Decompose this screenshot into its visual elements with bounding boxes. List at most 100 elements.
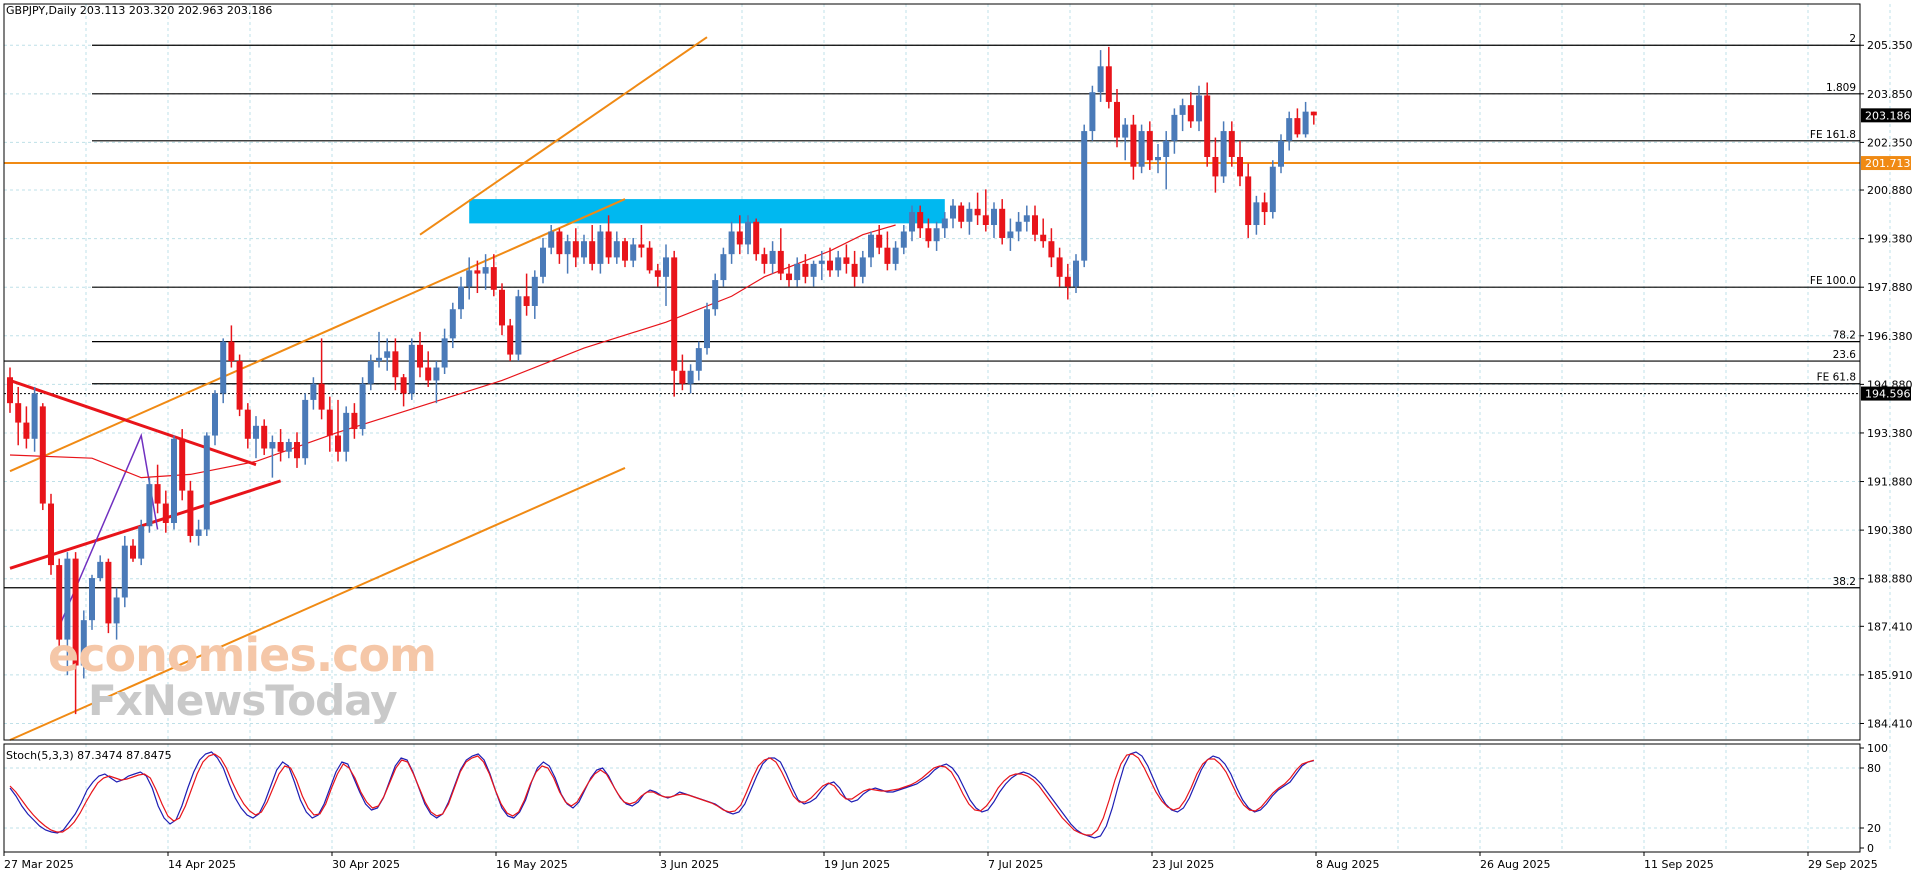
candle-up bbox=[1073, 260, 1079, 287]
candle-up bbox=[466, 270, 473, 287]
stoch-main-line bbox=[9, 751, 1314, 839]
candle-down bbox=[736, 231, 743, 245]
candle-up bbox=[1089, 92, 1096, 132]
candle-down bbox=[753, 221, 760, 255]
candle-up bbox=[818, 260, 825, 264]
fib-level-label: 2 bbox=[1849, 33, 1856, 45]
candle-down bbox=[646, 247, 653, 271]
candle-down bbox=[154, 484, 161, 504]
candle-down bbox=[638, 244, 645, 248]
candle-down bbox=[1056, 257, 1063, 277]
candle-up bbox=[1138, 131, 1145, 167]
candle-up bbox=[1155, 156, 1161, 161]
date-tick-label: 14 Apr 2025 bbox=[168, 858, 236, 871]
date-tick-label: 19 Jun 2025 bbox=[824, 858, 890, 871]
candle-up bbox=[376, 357, 382, 362]
candle-down bbox=[1040, 234, 1047, 242]
candle-up bbox=[950, 205, 956, 219]
candle-up bbox=[810, 263, 817, 277]
date-tick-label: 16 May 2025 bbox=[496, 858, 568, 871]
candle-down bbox=[507, 325, 514, 355]
price-tick-label: 199.380 bbox=[1867, 233, 1913, 246]
candle-down bbox=[294, 442, 300, 459]
candle-up bbox=[220, 341, 227, 394]
candle-up bbox=[64, 558, 71, 640]
candle-up bbox=[113, 597, 120, 624]
triangle-line bbox=[9, 379, 257, 467]
candle-down bbox=[654, 270, 661, 277]
candle-up bbox=[1286, 118, 1293, 141]
price-panel-frame bbox=[3, 3, 1861, 741]
channel-outer-line bbox=[419, 36, 708, 236]
fib-level-label: FE 161.8 bbox=[1810, 129, 1856, 141]
candle-up bbox=[728, 231, 735, 255]
candle-down bbox=[679, 370, 686, 384]
candle-down bbox=[851, 263, 858, 277]
candle-up bbox=[449, 309, 456, 339]
candle-up bbox=[712, 280, 719, 310]
candle-down bbox=[7, 377, 13, 404]
chart-header: GBPJPY,Daily 203.113 203.320 202.963 203… bbox=[6, 4, 273, 17]
candle-up bbox=[121, 545, 128, 598]
candle-down bbox=[179, 438, 186, 491]
candle-down bbox=[777, 250, 784, 274]
candle-up bbox=[146, 484, 153, 527]
candle-up bbox=[1220, 131, 1227, 177]
candle-up bbox=[745, 221, 751, 245]
candle-up bbox=[630, 244, 637, 261]
candle-up bbox=[687, 370, 694, 384]
candlesticks bbox=[7, 46, 1317, 715]
price-tick-label: 187.410 bbox=[1867, 620, 1913, 633]
candle-down bbox=[499, 289, 505, 326]
candle-down bbox=[761, 254, 768, 264]
candle-up bbox=[540, 247, 546, 277]
candle-up bbox=[302, 399, 309, 459]
candle-down bbox=[277, 442, 284, 452]
channel-upper-line bbox=[9, 198, 626, 473]
candle-down bbox=[589, 241, 596, 264]
candle-down bbox=[1261, 202, 1268, 213]
candle-down bbox=[622, 241, 628, 261]
date-tick-label: 8 Aug 2025 bbox=[1316, 858, 1379, 871]
candle-up bbox=[384, 351, 391, 358]
price-tag-box bbox=[1861, 386, 1911, 401]
date-tick-label: 29 Sep 2025 bbox=[1808, 858, 1878, 871]
price-tick-label: 200.880 bbox=[1867, 184, 1913, 197]
price-tick-label: 185.910 bbox=[1867, 669, 1913, 682]
candle-down bbox=[884, 247, 891, 264]
watermark-fxnewstoday: FxNewsToday bbox=[88, 676, 398, 725]
price-tick-label: 191.880 bbox=[1867, 476, 1913, 489]
candle-up bbox=[1163, 140, 1170, 157]
candle-down bbox=[556, 231, 563, 255]
candle-up bbox=[343, 412, 350, 452]
candle-down bbox=[671, 257, 678, 371]
price-tag-box bbox=[1861, 156, 1911, 171]
candle-up bbox=[1253, 202, 1260, 226]
candle-down bbox=[1245, 176, 1252, 226]
candle-up bbox=[531, 276, 538, 306]
price-tick-label: 184.410 bbox=[1867, 717, 1913, 730]
candle-up bbox=[909, 212, 915, 232]
candle-up bbox=[203, 435, 210, 530]
fib-level-label: 1.809 bbox=[1826, 82, 1856, 94]
candle-down bbox=[843, 257, 850, 264]
candle-up bbox=[769, 250, 776, 264]
candle-up bbox=[97, 561, 104, 579]
candle-up bbox=[859, 257, 866, 277]
channel-lower-line bbox=[9, 467, 626, 741]
candle-down bbox=[1212, 156, 1219, 177]
stoch-signal-line bbox=[9, 753, 1314, 836]
candle-down bbox=[1114, 101, 1120, 138]
candle-down bbox=[400, 377, 407, 394]
candle-down bbox=[392, 351, 399, 378]
date-tick-label: 3 Jun 2025 bbox=[660, 858, 719, 871]
candle-up bbox=[1081, 131, 1088, 261]
candle-down bbox=[572, 241, 579, 258]
candle-down bbox=[1237, 156, 1243, 177]
candle-down bbox=[1105, 66, 1112, 102]
fib-level-label: 23.6 bbox=[1833, 349, 1857, 361]
candle-down bbox=[1294, 118, 1301, 135]
stochastic-oscillator bbox=[4, 751, 1860, 839]
price-tick-label: 203.850 bbox=[1867, 88, 1913, 101]
candle-up bbox=[663, 257, 669, 277]
